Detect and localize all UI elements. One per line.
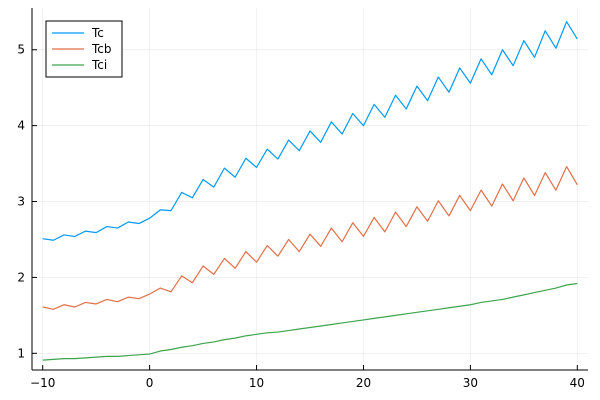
axes [31, 8, 588, 371]
x-tick-label: −10 [30, 376, 55, 390]
x-tick-label: 20 [356, 376, 371, 390]
legend-label: Tc [91, 26, 104, 40]
grid-lines [32, 8, 588, 370]
series-line-tci [42, 282, 578, 361]
y-axis-ticks: 1 2 3 4 5 [17, 43, 37, 360]
series-lines [42, 21, 578, 361]
y-tick-label: 1 [17, 346, 25, 360]
x-tick-label: 30 [463, 376, 478, 390]
x-tick-label: 40 [570, 376, 585, 390]
x-tick-label: 10 [249, 376, 264, 390]
series-line-tcb [42, 166, 578, 310]
legend-label: Tcb [91, 42, 112, 56]
series-line-tc [42, 21, 578, 241]
legend: Tc Tcb Tci [45, 20, 123, 78]
x-tick-label: 0 [146, 376, 154, 390]
y-tick-label: 5 [17, 43, 25, 57]
y-tick-label: 3 [17, 195, 25, 209]
y-tick-label: 4 [17, 119, 25, 133]
x-axis-ticks: −10 0 10 20 30 40 [30, 365, 585, 390]
legend-label: Tci [91, 58, 107, 72]
y-tick-label: 2 [17, 270, 25, 284]
